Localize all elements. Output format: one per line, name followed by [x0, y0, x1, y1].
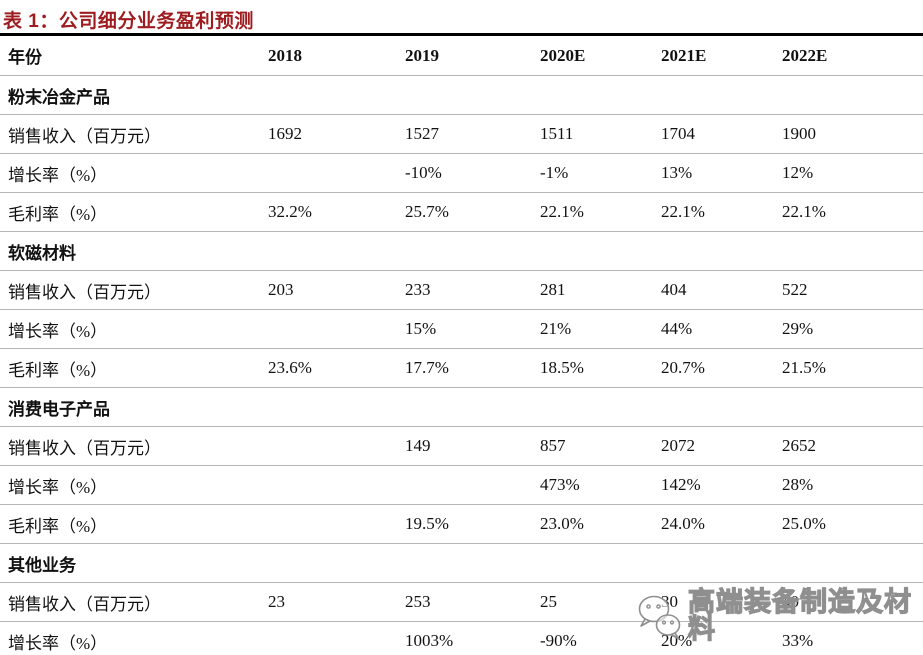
header-row: 年份 2018 2019 2020E 2021E 2022E: [0, 36, 923, 76]
row-label-cell: 毛利率（%）: [0, 504, 268, 544]
data-row: 销售收入（百万元） 149 857 2072 2652: [0, 426, 923, 466]
value-cell: 44%: [661, 309, 782, 349]
value-cell: [268, 621, 405, 655]
value-cell: 149: [405, 426, 540, 466]
value-cell: 15%: [405, 309, 540, 349]
year-column-header: 2019: [405, 36, 540, 76]
value-cell: 1704: [661, 114, 782, 154]
row-label-cell: 销售收入（百万元）: [0, 582, 268, 622]
value-cell: 24.0%: [661, 504, 782, 544]
value-cell: [268, 426, 405, 466]
value-cell: 1692: [268, 114, 405, 154]
data-row: 毛利率（%） 19.5% 23.0% 24.0% 25.0%: [0, 504, 923, 544]
data-row: 增长率（%） 473% 142% 28%: [0, 465, 923, 505]
value-cell: 21%: [540, 309, 661, 349]
data-row: 销售收入（百万元） 1692 1527 1511 1704 1900: [0, 114, 923, 154]
forecast-table: 年份 2018 2019 2020E 2021E 2022E 粉末冶金产品 销售收入（百万元…: [0, 36, 923, 655]
value-cell: -1%: [540, 153, 661, 193]
title-heavy-rule: [0, 33, 923, 36]
value-cell: 22.1%: [540, 192, 661, 232]
value-cell: 23: [268, 582, 405, 622]
value-cell: [268, 465, 405, 505]
data-row: 毛利率（%） 32.2% 25.7% 22.1% 22.1% 22.1%: [0, 192, 923, 232]
row-label-cell: 毛利率（%）: [0, 348, 268, 388]
section-header-row: 粉末冶金产品: [0, 75, 923, 115]
year-column-header: 2021E: [661, 36, 782, 76]
data-row: 增长率（%） 15% 21% 44% 29%: [0, 309, 923, 349]
value-cell: 25.7%: [405, 192, 540, 232]
value-cell: 25: [540, 582, 661, 622]
row-label-cell: 增长率（%）: [0, 309, 268, 349]
row-label-cell: 毛利率（%）: [0, 192, 268, 232]
value-cell: 28%: [782, 465, 923, 505]
value-cell: 20%: [661, 621, 782, 655]
value-cell: 18.5%: [540, 348, 661, 388]
section-header-row: 其他业务: [0, 543, 923, 583]
value-cell: 29%: [782, 309, 923, 349]
value-cell: [268, 504, 405, 544]
value-cell: 1003%: [405, 621, 540, 655]
value-cell: 404: [661, 270, 782, 310]
value-cell: 2072: [661, 426, 782, 466]
value-cell: 23.6%: [268, 348, 405, 388]
data-row: 毛利率（%） 23.6% 17.7% 18.5% 20.7% 21.5%: [0, 348, 923, 388]
value-cell: 22.1%: [782, 192, 923, 232]
value-cell: [405, 465, 540, 505]
section-name: 粉末冶金产品: [0, 75, 923, 115]
value-cell: 142%: [661, 465, 782, 505]
value-cell: -90%: [540, 621, 661, 655]
value-cell: 25.0%: [782, 504, 923, 544]
row-label-cell: 销售收入（百万元）: [0, 426, 268, 466]
row-label-cell: 增长率（%）: [0, 153, 268, 193]
value-cell: 40: [782, 582, 923, 622]
value-cell: 473%: [540, 465, 661, 505]
value-cell: [268, 153, 405, 193]
value-cell: 2652: [782, 426, 923, 466]
value-cell: 522: [782, 270, 923, 310]
data-row: 增长率（%） -10% -1% 13% 12%: [0, 153, 923, 193]
value-cell: 1900: [782, 114, 923, 154]
value-cell: 281: [540, 270, 661, 310]
year-column-header: 2022E: [782, 36, 923, 76]
value-cell: 1527: [405, 114, 540, 154]
value-cell: 12%: [782, 153, 923, 193]
value-cell: 19.5%: [405, 504, 540, 544]
value-cell: 33%: [782, 621, 923, 655]
row-label-cell: 销售收入（百万元）: [0, 270, 268, 310]
value-cell: 21.5%: [782, 348, 923, 388]
value-cell: 857: [540, 426, 661, 466]
value-cell: -10%: [405, 153, 540, 193]
value-cell: 13%: [661, 153, 782, 193]
section-header-row: 消费电子产品: [0, 387, 923, 427]
data-row: 增长率（%） 1003% -90% 20% 33%: [0, 621, 923, 655]
value-cell: 32.2%: [268, 192, 405, 232]
section-name: 其他业务: [0, 543, 923, 583]
section-header-row: 软磁材料: [0, 231, 923, 271]
year-column-header: 2020E: [540, 36, 661, 76]
row-label-cell: 增长率（%）: [0, 621, 268, 655]
section-name: 消费电子产品: [0, 387, 923, 427]
value-cell: 30: [661, 582, 782, 622]
data-row: 销售收入（百万元） 203 233 281 404 522: [0, 270, 923, 310]
table-header: 年份 2018 2019 2020E 2021E 2022E: [0, 36, 923, 76]
table-title: 表 1：公司细分业务盈利预测: [3, 11, 254, 32]
row-label-column-header: 年份: [0, 36, 268, 76]
table-body: 粉末冶金产品 销售收入（百万元） 1692 1527 1511 1704 1900 增长率（%…: [0, 75, 923, 655]
data-row: 销售收入（百万元） 23 253 25 30 40: [0, 582, 923, 622]
value-cell: 253: [405, 582, 540, 622]
row-label-cell: 增长率（%）: [0, 465, 268, 505]
row-label-cell: 销售收入（百万元）: [0, 114, 268, 154]
value-cell: [268, 309, 405, 349]
value-cell: 23.0%: [540, 504, 661, 544]
value-cell: 1511: [540, 114, 661, 154]
year-column-header: 2018: [268, 36, 405, 76]
value-cell: 17.7%: [405, 348, 540, 388]
value-cell: 20.7%: [661, 348, 782, 388]
value-cell: 203: [268, 270, 405, 310]
section-name: 软磁材料: [0, 231, 923, 271]
value-cell: 22.1%: [661, 192, 782, 232]
value-cell: 233: [405, 270, 540, 310]
